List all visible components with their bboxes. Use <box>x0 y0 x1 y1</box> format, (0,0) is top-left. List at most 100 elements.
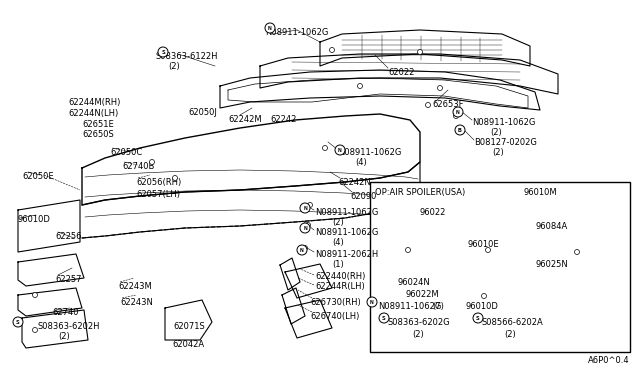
Text: 62257: 62257 <box>55 275 81 284</box>
Text: 62090: 62090 <box>350 192 376 201</box>
Circle shape <box>303 246 307 250</box>
Circle shape <box>379 313 389 323</box>
Text: OP:AIR SPOILER(USA): OP:AIR SPOILER(USA) <box>375 188 465 197</box>
Text: 626740(LH): 626740(LH) <box>310 312 360 321</box>
Circle shape <box>453 107 463 117</box>
Text: 62243N: 62243N <box>120 298 153 307</box>
Text: N08911-1062G: N08911-1062G <box>315 208 378 217</box>
Text: B08127-0202G: B08127-0202G <box>474 138 537 147</box>
Text: A6P0^0.4: A6P0^0.4 <box>588 356 630 365</box>
Circle shape <box>486 247 490 253</box>
Text: N08911-1062G: N08911-1062G <box>472 118 536 127</box>
Text: 62242N: 62242N <box>338 178 371 187</box>
Circle shape <box>158 47 168 57</box>
Circle shape <box>455 125 465 135</box>
Text: S: S <box>161 49 165 55</box>
Text: N08911-2062H: N08911-2062H <box>315 250 378 259</box>
Text: N: N <box>370 299 374 305</box>
Text: 62022: 62022 <box>388 68 414 77</box>
Text: 62243M: 62243M <box>118 282 152 291</box>
Text: (2): (2) <box>504 330 516 339</box>
Text: N: N <box>456 109 460 115</box>
Text: 96010E: 96010E <box>468 240 500 249</box>
Text: 62244R(LH): 62244R(LH) <box>315 282 365 291</box>
Text: 62056(RH): 62056(RH) <box>136 178 181 187</box>
Text: 622440(RH): 622440(RH) <box>315 272 365 281</box>
Circle shape <box>426 103 431 108</box>
Circle shape <box>323 145 328 151</box>
Circle shape <box>33 327 38 333</box>
Text: 96022M: 96022M <box>405 290 438 299</box>
Circle shape <box>454 113 458 119</box>
Text: N: N <box>268 26 272 31</box>
Circle shape <box>406 247 410 253</box>
Text: 96084A: 96084A <box>536 222 568 231</box>
Circle shape <box>458 129 463 135</box>
Text: N08911-1062G: N08911-1062G <box>378 302 442 311</box>
Text: 626730(RH): 626730(RH) <box>310 298 361 307</box>
Text: S08363-6202H: S08363-6202H <box>38 322 100 331</box>
Text: 62244M(RH): 62244M(RH) <box>68 98 120 107</box>
Text: N: N <box>300 247 304 253</box>
Text: 62650S: 62650S <box>82 130 114 139</box>
Circle shape <box>300 223 310 233</box>
Circle shape <box>358 83 362 89</box>
Text: (2): (2) <box>412 330 424 339</box>
Text: N08911-1062G: N08911-1062G <box>265 28 328 37</box>
Circle shape <box>305 222 310 228</box>
Text: (7): (7) <box>432 302 444 311</box>
Circle shape <box>417 49 422 55</box>
Text: N08911-1062G: N08911-1062G <box>315 228 378 237</box>
Text: 96025N: 96025N <box>536 260 569 269</box>
Circle shape <box>173 176 177 180</box>
Text: B: B <box>458 128 462 132</box>
Text: (1): (1) <box>332 260 344 269</box>
Circle shape <box>367 297 377 307</box>
Text: N: N <box>338 148 342 153</box>
Text: 62050J: 62050J <box>188 108 217 117</box>
Circle shape <box>265 23 275 33</box>
Text: 96022: 96022 <box>420 208 446 217</box>
Text: S08363-6122H: S08363-6122H <box>155 52 218 61</box>
Text: 62050C: 62050C <box>110 148 142 157</box>
Text: (4): (4) <box>332 238 344 247</box>
Text: S08566-6202A: S08566-6202A <box>482 318 544 327</box>
Text: S: S <box>382 315 386 321</box>
Text: 62244N(LH): 62244N(LH) <box>68 109 118 118</box>
Circle shape <box>300 203 310 213</box>
Text: S08363-6202G: S08363-6202G <box>388 318 451 327</box>
Text: N: N <box>303 205 307 211</box>
Circle shape <box>330 48 335 52</box>
Circle shape <box>575 250 579 254</box>
Text: 96010D: 96010D <box>18 215 51 224</box>
Circle shape <box>335 145 345 155</box>
Text: (4): (4) <box>355 158 367 167</box>
Text: 96010M: 96010M <box>524 188 557 197</box>
Text: N08911-1062G: N08911-1062G <box>338 148 401 157</box>
Text: 62740: 62740 <box>52 308 79 317</box>
Text: 62042A: 62042A <box>172 340 204 349</box>
Circle shape <box>438 86 442 90</box>
Text: 96024N: 96024N <box>398 278 431 287</box>
Circle shape <box>307 202 312 208</box>
Circle shape <box>13 317 23 327</box>
Text: 62740B: 62740B <box>122 162 154 171</box>
Text: 62242M: 62242M <box>228 115 262 124</box>
Text: 62057(LH): 62057(LH) <box>136 190 180 199</box>
Text: 62242: 62242 <box>270 115 296 124</box>
Text: (2): (2) <box>490 128 502 137</box>
Text: N: N <box>303 225 307 231</box>
Circle shape <box>33 292 38 298</box>
Text: 62651E: 62651E <box>82 120 114 129</box>
Bar <box>370 182 630 352</box>
Circle shape <box>297 245 307 255</box>
Text: (2): (2) <box>168 62 180 71</box>
Text: (2): (2) <box>332 218 344 227</box>
Text: 62050E: 62050E <box>22 172 54 181</box>
Circle shape <box>150 160 154 164</box>
Text: 62256: 62256 <box>55 232 81 241</box>
Text: S: S <box>476 315 480 321</box>
Text: 62653F: 62653F <box>432 100 463 109</box>
Text: S: S <box>16 320 20 324</box>
Circle shape <box>481 294 486 298</box>
